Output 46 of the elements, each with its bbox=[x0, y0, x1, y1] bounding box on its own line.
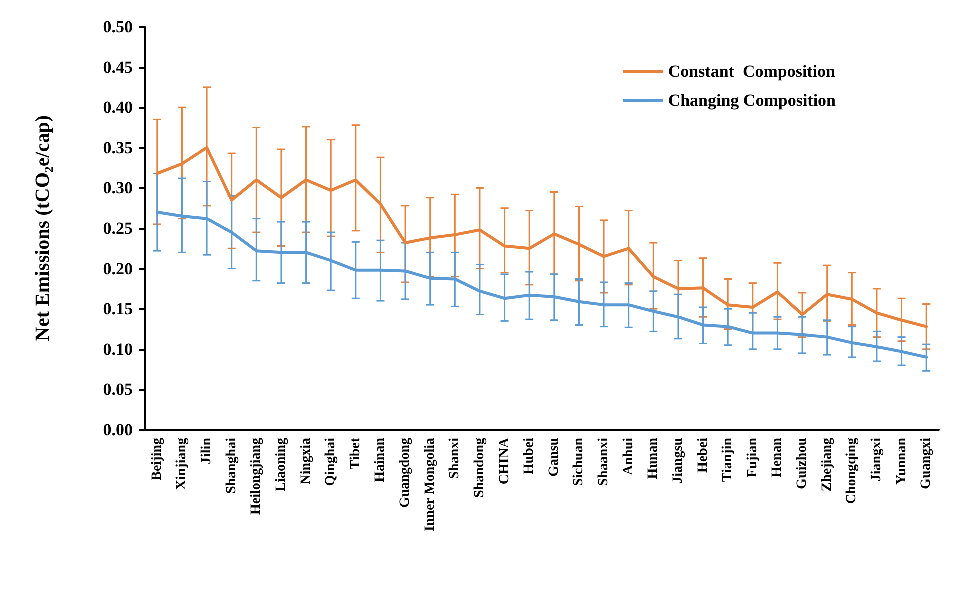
x-tick-label: Shanxi bbox=[448, 438, 463, 480]
legend-label: Changing Composition bbox=[668, 91, 837, 110]
x-tick-label: Jiangxi bbox=[869, 438, 884, 482]
x-tick-label: Xinjiang bbox=[174, 438, 190, 490]
y-tick-label: 0.20 bbox=[103, 259, 133, 278]
x-tick-label: Yunnan bbox=[894, 438, 910, 485]
x-tick-label: Tianjin bbox=[720, 438, 736, 482]
x-tick-label: Hunan bbox=[646, 438, 662, 480]
x-tick-label: Guangdong bbox=[398, 438, 414, 508]
x-tick-label: Guizhou bbox=[795, 438, 810, 490]
x-tick-label: Gansu bbox=[546, 438, 562, 477]
x-tick-label: Ningxia bbox=[298, 438, 314, 485]
y-tick-label: 0.30 bbox=[103, 178, 133, 198]
x-tick-label: Shanghai bbox=[224, 438, 240, 494]
x-tick-label: Hainan bbox=[373, 438, 388, 482]
x-tick-label: CHINA bbox=[497, 437, 512, 485]
x-tick-label: Inner Mongolia bbox=[422, 438, 438, 532]
y-tick-label: 0.35 bbox=[103, 138, 133, 158]
x-tick-label: Qinghai bbox=[324, 438, 339, 486]
x-tick-label: Shaanxi bbox=[596, 438, 612, 486]
x-tick-label: Hubei bbox=[522, 438, 538, 475]
y-tick-label: 0.45 bbox=[103, 58, 133, 77]
legend-label: Constant Composition bbox=[668, 62, 836, 81]
x-tick-label: Jilin bbox=[200, 438, 215, 464]
x-tick-label: Jiangsu bbox=[670, 438, 686, 484]
y-tick-label: 0.40 bbox=[103, 98, 133, 118]
y-tick-label: 0.50 bbox=[103, 18, 133, 36]
y-axis-title: Net Emissions (tCO₂e/cap) bbox=[32, 116, 54, 342]
x-tick-label: Heilongjiang bbox=[249, 438, 264, 516]
x-tick-label: Fujian bbox=[745, 438, 760, 478]
y-tick-label: 0.25 bbox=[103, 219, 133, 238]
y-tick-label: 0.05 bbox=[103, 380, 133, 400]
y-tick-label: 0.00 bbox=[103, 420, 133, 440]
x-tick-label: Sichuan bbox=[572, 438, 587, 486]
x-tick-label: Liaoning bbox=[274, 438, 289, 492]
x-tick-label: Hebei bbox=[696, 438, 711, 473]
x-tick-label: Tibet bbox=[348, 438, 364, 470]
x-tick-label: Anhui bbox=[621, 438, 636, 476]
x-tick-label: Chongqing bbox=[844, 438, 860, 504]
x-tick-label: Zhejiang bbox=[820, 438, 835, 492]
x-tick-label: Beijing bbox=[150, 438, 165, 481]
y-tick-label: 0.15 bbox=[103, 300, 133, 319]
x-tick-label: Guangxi bbox=[919, 438, 934, 490]
x-tick-label: Shandong bbox=[472, 438, 488, 498]
y-tick-label: 0.10 bbox=[103, 340, 133, 359]
x-tick-label: Henan bbox=[770, 438, 786, 478]
